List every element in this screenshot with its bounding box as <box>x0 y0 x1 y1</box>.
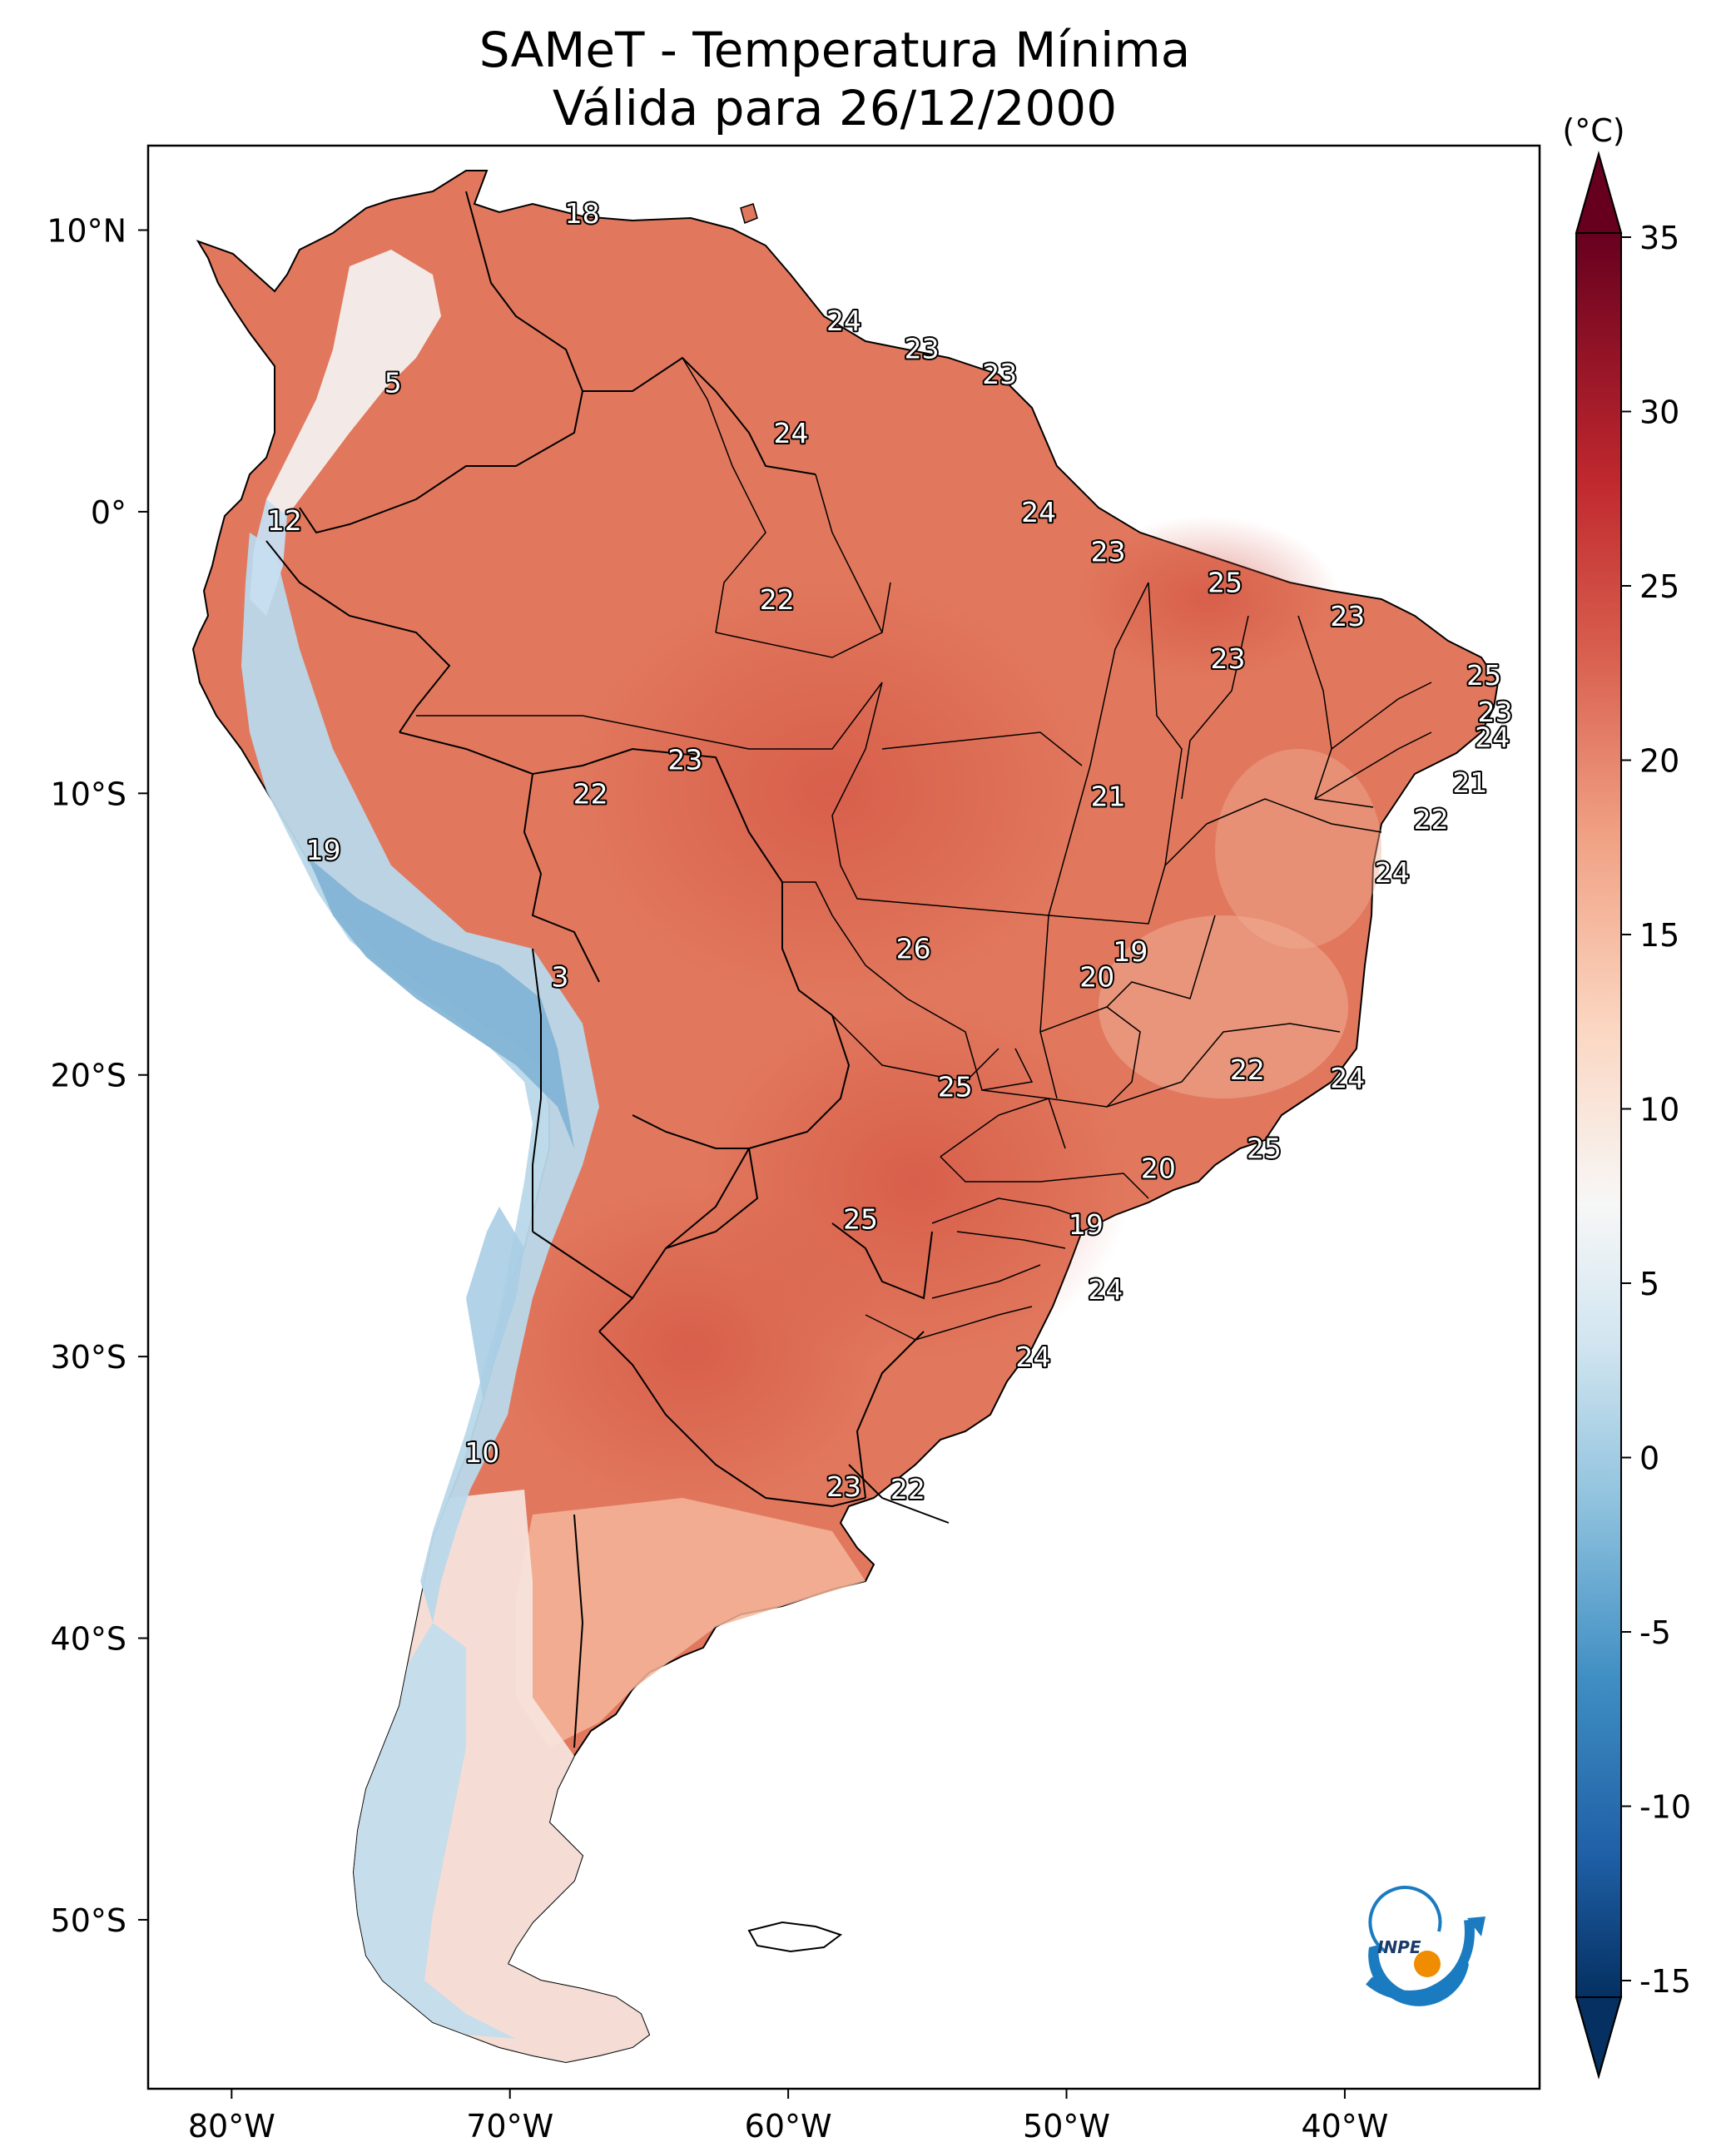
colorbar-tick-label: 0 <box>1639 1440 1659 1477</box>
x-tick-label: 50°W <box>1023 2108 1110 2145</box>
ecuador-andes <box>250 499 287 616</box>
temperature-label: 23 <box>667 744 702 776</box>
temperature-label: 22 <box>1414 803 1449 836</box>
state-borders <box>416 357 1432 1341</box>
andes-cold-band <box>241 533 599 1623</box>
x-tick-label: 70°W <box>466 2108 553 2145</box>
cool-plateau-center <box>1099 915 1348 1098</box>
temperature-label: 24 <box>773 417 808 449</box>
y-axis-ticks: 10°N 0° 10°S 20°S 30°S 40°S 50°S <box>47 213 148 1939</box>
temperature-label: 19 <box>1069 1208 1104 1241</box>
temperature-label: 25 <box>1247 1133 1282 1165</box>
colorbar-tick-label: 25 <box>1639 568 1679 605</box>
x-tick-label: 60°W <box>745 2108 832 2145</box>
temperature-label: 25 <box>1208 567 1242 599</box>
colorbar-body <box>1576 233 1621 1997</box>
temperature-label: 22 <box>760 583 795 616</box>
logo-ring <box>1368 1886 1442 1953</box>
x-tick-label: 80°W <box>188 2108 275 2145</box>
andes-core <box>308 857 574 1148</box>
inpe-logo: INPE <box>1366 1886 1486 2006</box>
colorbar-tick-label: 5 <box>1639 1266 1659 1302</box>
x-tick-label: 40°W <box>1301 2108 1388 2145</box>
temperature-label: 24 <box>1015 1341 1050 1373</box>
temperature-label: 23 <box>1477 696 1512 728</box>
caribbean-islands <box>740 203 758 225</box>
patagonia-andes <box>354 1623 516 2039</box>
colorbar-tick-label: 35 <box>1639 220 1679 256</box>
temperature-label: 24 <box>1375 856 1410 889</box>
y-tick-label: 40°S <box>51 1621 126 1658</box>
country-borders <box>265 191 950 1748</box>
colorbar-tick-label: 15 <box>1639 917 1679 954</box>
temperature-label: 22 <box>890 1473 925 1505</box>
y-tick-label: 10°N <box>47 213 126 250</box>
temperature-label: 22 <box>573 777 608 810</box>
y-tick-label: 0° <box>91 494 126 531</box>
temperature-label: 25 <box>1466 659 1501 692</box>
colorbar-tick-label: 10 <box>1639 1092 1679 1128</box>
temperature-label: 23 <box>1330 600 1365 632</box>
heat-chaco <box>491 1182 890 1515</box>
logo-swoosh <box>1366 1919 1475 2001</box>
temperature-label: 3 <box>551 960 568 993</box>
heat-north-coast <box>1074 516 1340 682</box>
temperature-label: 23 <box>982 358 1017 390</box>
temperature-label: 26 <box>896 932 931 964</box>
y-tick-label: 10°S <box>51 776 126 812</box>
colorbar-tick-label: -15 <box>1639 1963 1691 2000</box>
y-tick-label: 20°S <box>51 1058 126 1094</box>
temperature-label: 23 <box>905 333 940 365</box>
colorbar-outline <box>1575 151 1622 2080</box>
colorbar-tick-label: -5 <box>1639 1614 1671 1651</box>
pampas-cool <box>516 1498 866 1748</box>
logo-text: INPE <box>1377 1937 1421 1957</box>
temperature-label: 12 <box>267 504 302 537</box>
temperature-label: 19 <box>1113 935 1148 968</box>
temperature-label: 21 <box>1091 781 1126 813</box>
map-title-line2: Válida para 26/12/2000 <box>553 80 1117 136</box>
temperature-label: 23 <box>1210 642 1245 675</box>
colorbar-extend-min <box>1575 1996 1623 2080</box>
temperature-label: 22 <box>1230 1054 1265 1086</box>
temperature-label: 19 <box>306 834 341 866</box>
cool-plateau-bahia <box>1215 749 1381 949</box>
y-tick-label: 30°S <box>51 1339 126 1376</box>
temperature-label: 20 <box>1079 960 1114 993</box>
temperature-label: 24 <box>1475 721 1510 754</box>
andes-south-core <box>466 1207 524 1398</box>
colorbar-tick-label: 30 <box>1639 394 1679 431</box>
temperature-label: 23 <box>1091 535 1126 568</box>
temperature-label: 10 <box>464 1436 499 1469</box>
colorbar-tick-label: 20 <box>1639 743 1679 780</box>
temperature-label: 18 <box>565 197 600 230</box>
temperature-label: 24 <box>1021 496 1056 528</box>
logo-dot <box>1414 1951 1441 1977</box>
colorbar-unit: (°C) <box>1562 112 1624 149</box>
temperature-label: 23 <box>826 1470 861 1503</box>
colorbar-ticks: 35 30 25 20 15 10 5 0 -5 -10 -15 <box>1621 220 1691 2000</box>
temperature-label: 21 <box>1452 766 1487 799</box>
colorbar-tick-label: -10 <box>1639 1789 1691 1826</box>
falkland-islands <box>747 1921 843 1953</box>
temperature-label: 25 <box>843 1202 878 1235</box>
colombia-andes <box>266 250 441 533</box>
temperature-label: 5 <box>384 366 402 399</box>
temperature-label: 24 <box>1088 1273 1123 1306</box>
map-panel: 1851219310242323242423252322232523242123… <box>148 146 1540 2089</box>
temperature-label: 25 <box>938 1070 973 1103</box>
temperature-label: 24 <box>826 305 861 337</box>
x-axis-ticks: 80°W 70°W 60°W 50°W 40°W <box>188 2089 1388 2145</box>
map-value-labels: 1851219310242323242423252322232523242123… <box>265 196 1515 1507</box>
map-frame <box>146 144 1541 2090</box>
temperature-label: 24 <box>1330 1062 1365 1094</box>
colorbar-extend-max <box>1575 151 1623 234</box>
heat-amazon <box>566 574 1099 1007</box>
map-title-line1: SAMeT - Temperatura Mínima <box>479 22 1191 78</box>
colorbar: (°C) 35 30 25 20 15 10 5 0 -5 -10 -15 <box>1562 112 1691 2080</box>
y-tick-label: 50°S <box>51 1902 126 1939</box>
temperature-label: 20 <box>1141 1152 1176 1184</box>
